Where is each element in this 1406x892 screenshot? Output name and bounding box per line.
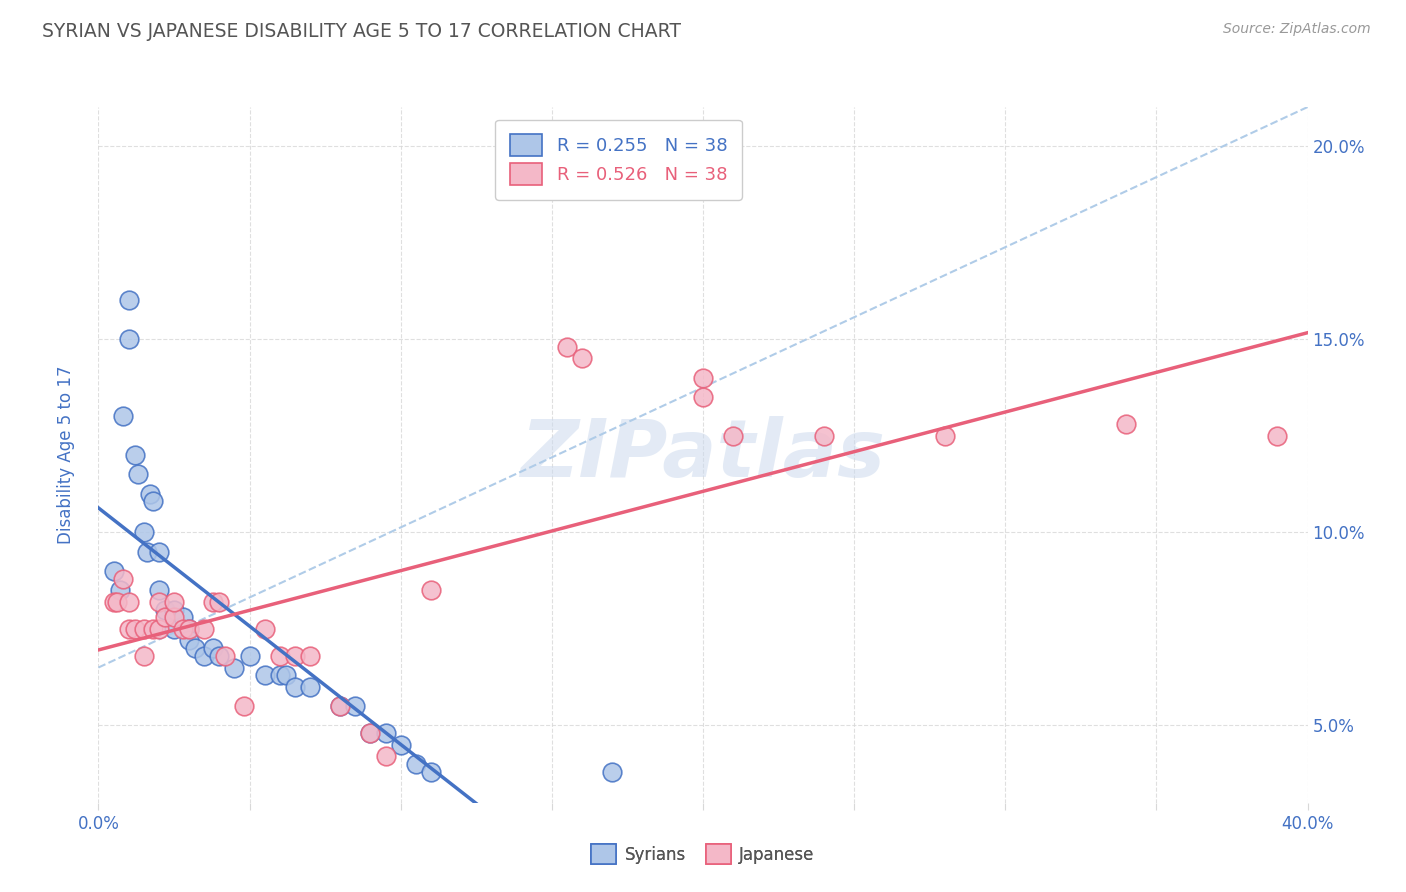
Point xyxy=(344,699,367,714)
Point xyxy=(132,525,155,540)
Point xyxy=(118,332,141,346)
Point xyxy=(193,648,215,663)
Point xyxy=(360,726,382,740)
Point xyxy=(389,738,412,752)
Point xyxy=(202,595,225,609)
Point xyxy=(132,648,155,663)
Point xyxy=(111,409,134,424)
Point xyxy=(374,726,396,740)
Point xyxy=(103,564,125,578)
Text: ZIPatlas: ZIPatlas xyxy=(520,416,886,494)
Point xyxy=(163,610,186,624)
Point xyxy=(127,467,149,482)
Point xyxy=(1115,417,1137,431)
Point xyxy=(148,622,170,636)
Point xyxy=(602,764,624,779)
Text: Source: ZipAtlas.com: Source: ZipAtlas.com xyxy=(1223,22,1371,37)
Point xyxy=(202,641,225,656)
Text: SYRIAN VS JAPANESE DISABILITY AGE 5 TO 17 CORRELATION CHART: SYRIAN VS JAPANESE DISABILITY AGE 5 TO 1… xyxy=(42,22,681,41)
Point xyxy=(163,595,186,609)
Point xyxy=(269,668,291,682)
Point xyxy=(420,583,443,598)
Point xyxy=(118,622,141,636)
Point xyxy=(163,622,186,636)
Point xyxy=(139,486,162,500)
Point xyxy=(1267,428,1289,442)
Point xyxy=(692,370,714,384)
Point xyxy=(132,622,155,636)
Point xyxy=(420,764,443,779)
Point xyxy=(284,680,307,694)
Point xyxy=(723,428,745,442)
Point xyxy=(239,648,262,663)
Point xyxy=(172,622,194,636)
Point xyxy=(269,648,291,663)
Point xyxy=(360,726,382,740)
Point xyxy=(118,595,141,609)
Point xyxy=(555,340,578,354)
Point xyxy=(124,448,146,462)
Point xyxy=(105,595,128,609)
Point xyxy=(692,390,714,404)
Point xyxy=(232,699,254,714)
Point xyxy=(172,610,194,624)
Point xyxy=(208,595,231,609)
Point xyxy=(253,668,276,682)
Point xyxy=(108,583,131,598)
Point xyxy=(299,680,322,694)
Point xyxy=(405,757,427,772)
Point xyxy=(153,610,176,624)
Point xyxy=(934,428,956,442)
Point xyxy=(179,622,201,636)
Point xyxy=(148,544,170,558)
Legend: Syrians, Japanese: Syrians, Japanese xyxy=(585,838,821,871)
Point xyxy=(184,641,207,656)
Point xyxy=(284,648,307,663)
Point xyxy=(813,428,835,442)
Point xyxy=(142,622,165,636)
Point xyxy=(142,494,165,508)
Point xyxy=(103,595,125,609)
Point xyxy=(253,622,276,636)
Point xyxy=(135,544,157,558)
Point xyxy=(571,351,593,366)
Point xyxy=(124,622,146,636)
Point xyxy=(193,622,215,636)
Point xyxy=(224,660,246,674)
Point xyxy=(179,622,201,636)
Point xyxy=(118,293,141,308)
Y-axis label: Disability Age 5 to 17: Disability Age 5 to 17 xyxy=(56,366,75,544)
Point xyxy=(153,602,176,616)
Point xyxy=(111,572,134,586)
Point xyxy=(299,648,322,663)
Point xyxy=(374,749,396,764)
Point xyxy=(274,668,297,682)
Point xyxy=(208,648,231,663)
Point xyxy=(329,699,352,714)
Point xyxy=(163,602,186,616)
Point xyxy=(148,583,170,598)
Point xyxy=(329,699,352,714)
Point xyxy=(214,648,236,663)
Point xyxy=(179,633,201,648)
Point xyxy=(148,595,170,609)
